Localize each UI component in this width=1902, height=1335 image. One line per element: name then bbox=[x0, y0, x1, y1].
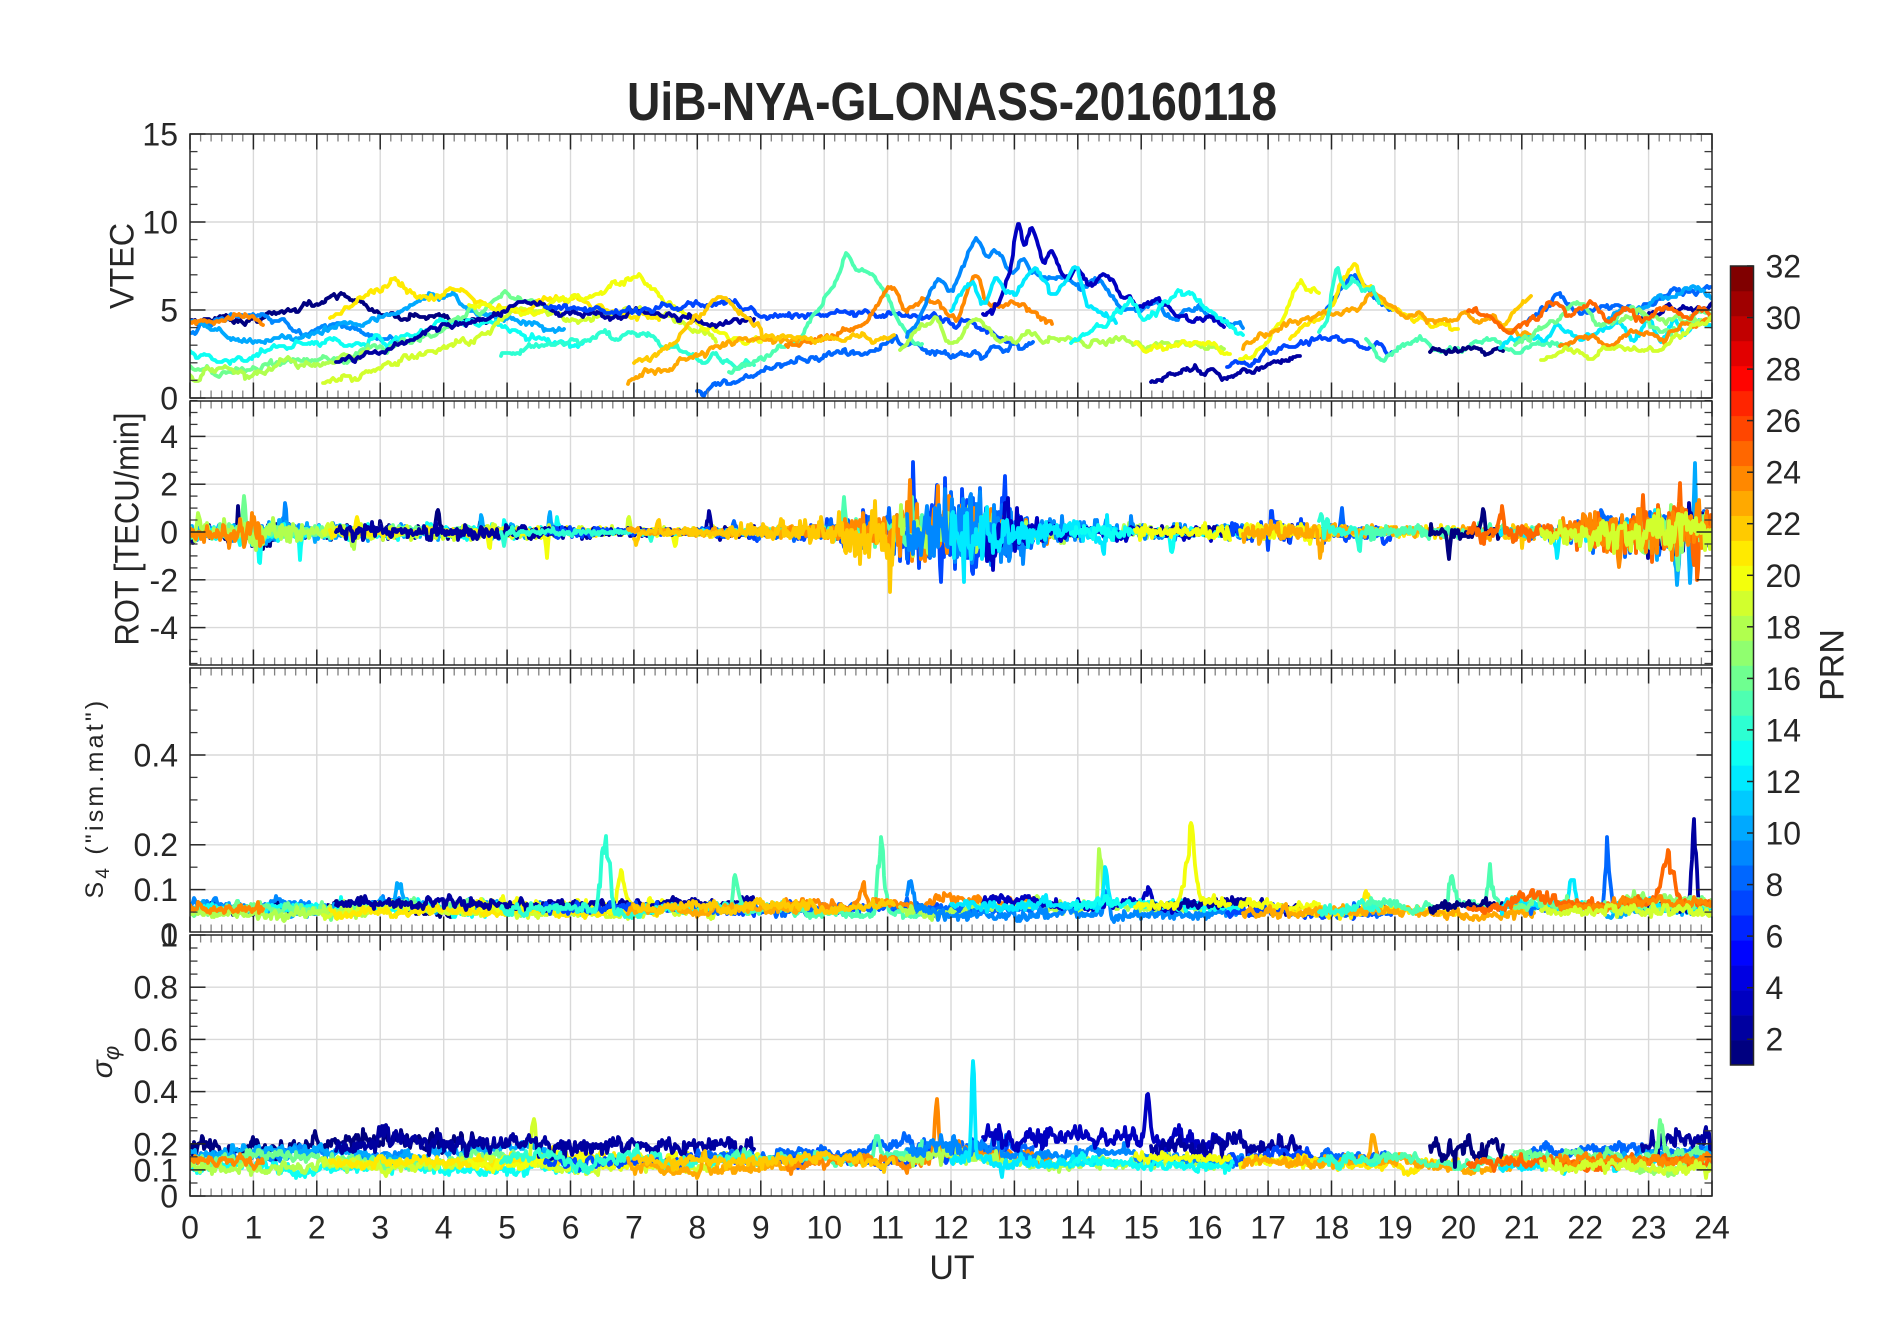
svg-text:2: 2 bbox=[160, 467, 178, 503]
svg-text:8: 8 bbox=[688, 1210, 706, 1246]
svg-text:8: 8 bbox=[1766, 867, 1784, 903]
svg-text:0: 0 bbox=[160, 515, 178, 551]
svg-text:UT: UT bbox=[929, 1249, 974, 1287]
svg-text:6: 6 bbox=[562, 1210, 580, 1246]
svg-text:5: 5 bbox=[498, 1210, 516, 1246]
svg-text:2: 2 bbox=[1766, 1022, 1784, 1058]
svg-text:10: 10 bbox=[1766, 816, 1802, 852]
svg-text:32: 32 bbox=[1766, 249, 1802, 285]
svg-text:18: 18 bbox=[1314, 1210, 1350, 1246]
svg-text:4: 4 bbox=[435, 1210, 453, 1246]
svg-text:PRN: PRN bbox=[1814, 629, 1852, 701]
svg-text:-2: -2 bbox=[150, 562, 178, 598]
svg-text:24: 24 bbox=[1694, 1210, 1730, 1246]
svg-text:20: 20 bbox=[1441, 1210, 1477, 1246]
svg-text:0.2: 0.2 bbox=[134, 1126, 178, 1162]
svg-text:30: 30 bbox=[1766, 300, 1802, 336]
svg-text:3: 3 bbox=[371, 1210, 389, 1246]
svg-text:S4 ("ism.mat"): S4 ("ism.mat") bbox=[81, 698, 114, 899]
svg-text:4: 4 bbox=[1766, 970, 1784, 1006]
svg-text:0.1: 0.1 bbox=[134, 1152, 178, 1188]
svg-text:13: 13 bbox=[997, 1210, 1033, 1246]
svg-text:1: 1 bbox=[160, 918, 178, 954]
svg-text:16: 16 bbox=[1766, 661, 1802, 697]
svg-text:4: 4 bbox=[160, 419, 178, 455]
svg-text:0.6: 0.6 bbox=[134, 1022, 178, 1058]
svg-text:17: 17 bbox=[1250, 1210, 1286, 1246]
svg-text:28: 28 bbox=[1766, 352, 1802, 388]
svg-text:0: 0 bbox=[160, 381, 178, 417]
svg-text:12: 12 bbox=[1766, 764, 1802, 800]
svg-text:14: 14 bbox=[1766, 712, 1802, 748]
svg-text:0.2: 0.2 bbox=[134, 827, 178, 863]
svg-text:26: 26 bbox=[1766, 403, 1802, 439]
svg-text:16: 16 bbox=[1187, 1210, 1223, 1246]
svg-text:15: 15 bbox=[1123, 1210, 1159, 1246]
svg-text:14: 14 bbox=[1060, 1210, 1096, 1246]
svg-text:0.4: 0.4 bbox=[134, 1074, 178, 1110]
svg-text:24: 24 bbox=[1766, 455, 1802, 491]
svg-text:0: 0 bbox=[160, 1179, 178, 1215]
svg-text:2: 2 bbox=[308, 1210, 326, 1246]
svg-text:11: 11 bbox=[871, 1210, 904, 1246]
svg-text:9: 9 bbox=[752, 1210, 770, 1246]
svg-text:7: 7 bbox=[625, 1210, 643, 1246]
svg-text:6: 6 bbox=[1766, 919, 1784, 955]
svg-text:ROT [TECU/min]: ROT [TECU/min] bbox=[109, 413, 147, 646]
svg-text:0: 0 bbox=[160, 917, 178, 953]
svg-text:22: 22 bbox=[1567, 1210, 1603, 1246]
svg-text:0.4: 0.4 bbox=[134, 738, 178, 774]
svg-text:0: 0 bbox=[181, 1210, 199, 1246]
svg-text:12: 12 bbox=[933, 1210, 969, 1246]
svg-text:22: 22 bbox=[1766, 506, 1802, 542]
svg-text:VTEC: VTEC bbox=[104, 223, 142, 309]
svg-text:20: 20 bbox=[1766, 558, 1802, 594]
svg-text:10: 10 bbox=[142, 205, 178, 241]
svg-text:UiB-NYA-GLONASS-20160118: UiB-NYA-GLONASS-20160118 bbox=[627, 72, 1277, 132]
svg-text:5: 5 bbox=[160, 293, 178, 329]
svg-text:23: 23 bbox=[1631, 1210, 1667, 1246]
svg-text:19: 19 bbox=[1377, 1210, 1413, 1246]
svg-text:-4: -4 bbox=[150, 610, 178, 646]
svg-text:15: 15 bbox=[142, 117, 178, 153]
svg-text:18: 18 bbox=[1766, 609, 1802, 645]
svg-text:0.8: 0.8 bbox=[134, 970, 178, 1006]
svg-text:0.1: 0.1 bbox=[134, 872, 178, 908]
svg-text:10: 10 bbox=[806, 1210, 842, 1246]
svg-text:1: 1 bbox=[245, 1210, 263, 1246]
svg-text:21: 21 bbox=[1504, 1210, 1540, 1246]
